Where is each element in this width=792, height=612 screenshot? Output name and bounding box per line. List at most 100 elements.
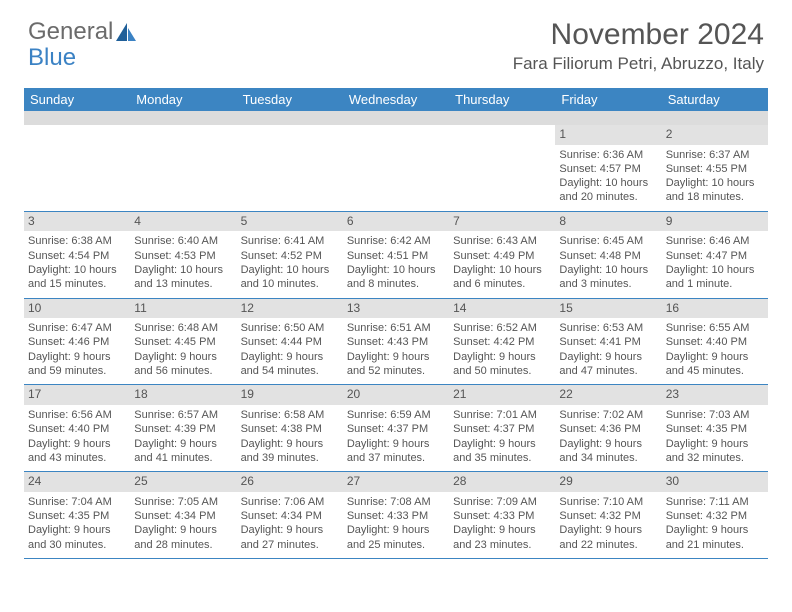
week-row: 10Sunrise: 6:47 AMSunset: 4:46 PMDayligh… — [24, 299, 768, 386]
calendar-cell — [130, 125, 236, 211]
sunrise-text: Sunrise: 6:59 AM — [347, 408, 445, 422]
calendar-cell: 2Sunrise: 6:37 AMSunset: 4:55 PMDaylight… — [662, 125, 768, 211]
day-number: 25 — [130, 472, 236, 492]
calendar: Sunday Monday Tuesday Wednesday Thursday… — [24, 88, 768, 559]
daylight-text: Daylight: 9 hours and 21 minutes. — [666, 523, 764, 552]
day-number: 26 — [237, 472, 343, 492]
calendar-cell: 6Sunrise: 6:42 AMSunset: 4:51 PMDaylight… — [343, 212, 449, 298]
calendar-cell: 13Sunrise: 6:51 AMSunset: 4:43 PMDayligh… — [343, 299, 449, 385]
day-number: 4 — [130, 212, 236, 232]
daylight-text: Daylight: 9 hours and 59 minutes. — [28, 350, 126, 379]
day-number: 6 — [343, 212, 449, 232]
day-number: 12 — [237, 299, 343, 319]
sunset-text: Sunset: 4:38 PM — [241, 422, 339, 436]
daylight-text: Daylight: 10 hours and 18 minutes. — [666, 176, 764, 205]
sunset-text: Sunset: 4:44 PM — [241, 335, 339, 349]
daylight-text: Daylight: 9 hours and 56 minutes. — [134, 350, 232, 379]
header: General November 2024 Fara Filiorum Petr… — [0, 0, 792, 80]
sunrise-text: Sunrise: 6:52 AM — [453, 321, 551, 335]
day-number: 27 — [343, 472, 449, 492]
sunrise-text: Sunrise: 7:05 AM — [134, 495, 232, 509]
day-number: 22 — [555, 385, 661, 405]
sunset-text: Sunset: 4:45 PM — [134, 335, 232, 349]
sunset-text: Sunset: 4:57 PM — [559, 162, 657, 176]
sunrise-text: Sunrise: 6:43 AM — [453, 234, 551, 248]
day-number: 3 — [24, 212, 130, 232]
day-number: 15 — [555, 299, 661, 319]
calendar-cell: 22Sunrise: 7:02 AMSunset: 4:36 PMDayligh… — [555, 385, 661, 471]
sunset-text: Sunset: 4:55 PM — [666, 162, 764, 176]
daylight-text: Daylight: 9 hours and 30 minutes. — [28, 523, 126, 552]
day-number: 13 — [343, 299, 449, 319]
daylight-text: Daylight: 9 hours and 22 minutes. — [559, 523, 657, 552]
sunrise-text: Sunrise: 6:41 AM — [241, 234, 339, 248]
sunset-text: Sunset: 4:52 PM — [241, 249, 339, 263]
day-header-row: Sunday Monday Tuesday Wednesday Thursday… — [24, 88, 768, 111]
daylight-text: Daylight: 10 hours and 10 minutes. — [241, 263, 339, 292]
sunset-text: Sunset: 4:43 PM — [347, 335, 445, 349]
day-number: 28 — [449, 472, 555, 492]
day-number: 16 — [662, 299, 768, 319]
sunset-text: Sunset: 4:32 PM — [666, 509, 764, 523]
daylight-text: Daylight: 9 hours and 37 minutes. — [347, 437, 445, 466]
sunrise-text: Sunrise: 7:04 AM — [28, 495, 126, 509]
day-number: 2 — [662, 125, 768, 145]
calendar-cell: 3Sunrise: 6:38 AMSunset: 4:54 PMDaylight… — [24, 212, 130, 298]
day-number: 10 — [24, 299, 130, 319]
daylight-text: Daylight: 10 hours and 15 minutes. — [28, 263, 126, 292]
sunset-text: Sunset: 4:35 PM — [666, 422, 764, 436]
sunset-text: Sunset: 4:39 PM — [134, 422, 232, 436]
calendar-cell: 15Sunrise: 6:53 AMSunset: 4:41 PMDayligh… — [555, 299, 661, 385]
day-header-friday: Friday — [555, 88, 661, 111]
day-number: 23 — [662, 385, 768, 405]
day-number: 30 — [662, 472, 768, 492]
sunset-text: Sunset: 4:35 PM — [28, 509, 126, 523]
week-row: 1Sunrise: 6:36 AMSunset: 4:57 PMDaylight… — [24, 125, 768, 212]
daylight-text: Daylight: 9 hours and 43 minutes. — [28, 437, 126, 466]
sunset-text: Sunset: 4:51 PM — [347, 249, 445, 263]
daylight-text: Daylight: 9 hours and 25 minutes. — [347, 523, 445, 552]
sunset-text: Sunset: 4:33 PM — [347, 509, 445, 523]
day-number: 14 — [449, 299, 555, 319]
sunset-text: Sunset: 4:34 PM — [241, 509, 339, 523]
sunset-text: Sunset: 4:47 PM — [666, 249, 764, 263]
sunset-text: Sunset: 4:33 PM — [453, 509, 551, 523]
daylight-text: Daylight: 9 hours and 23 minutes. — [453, 523, 551, 552]
calendar-cell — [449, 125, 555, 211]
sunset-text: Sunset: 4:40 PM — [666, 335, 764, 349]
week-row: 3Sunrise: 6:38 AMSunset: 4:54 PMDaylight… — [24, 212, 768, 299]
calendar-cell — [24, 125, 130, 211]
sunrise-text: Sunrise: 6:51 AM — [347, 321, 445, 335]
logo-text-1: General — [28, 18, 113, 46]
day-number: 9 — [662, 212, 768, 232]
gray-band — [24, 111, 768, 125]
logo-sail-icon — [115, 22, 137, 42]
calendar-cell: 14Sunrise: 6:52 AMSunset: 4:42 PMDayligh… — [449, 299, 555, 385]
calendar-cell: 7Sunrise: 6:43 AMSunset: 4:49 PMDaylight… — [449, 212, 555, 298]
sunrise-text: Sunrise: 6:58 AM — [241, 408, 339, 422]
sunset-text: Sunset: 4:49 PM — [453, 249, 551, 263]
location: Fara Filiorum Petri, Abruzzo, Italy — [513, 54, 764, 74]
sunset-text: Sunset: 4:48 PM — [559, 249, 657, 263]
daylight-text: Daylight: 9 hours and 47 minutes. — [559, 350, 657, 379]
sunset-text: Sunset: 4:40 PM — [28, 422, 126, 436]
calendar-cell: 12Sunrise: 6:50 AMSunset: 4:44 PMDayligh… — [237, 299, 343, 385]
daylight-text: Daylight: 10 hours and 8 minutes. — [347, 263, 445, 292]
sunset-text: Sunset: 4:34 PM — [134, 509, 232, 523]
week-row: 24Sunrise: 7:04 AMSunset: 4:35 PMDayligh… — [24, 472, 768, 559]
sunset-text: Sunset: 4:46 PM — [28, 335, 126, 349]
weeks-container: 1Sunrise: 6:36 AMSunset: 4:57 PMDaylight… — [24, 125, 768, 559]
daylight-text: Daylight: 9 hours and 34 minutes. — [559, 437, 657, 466]
day-number: 18 — [130, 385, 236, 405]
calendar-cell — [237, 125, 343, 211]
calendar-cell — [343, 125, 449, 211]
daylight-text: Daylight: 9 hours and 45 minutes. — [666, 350, 764, 379]
calendar-cell: 20Sunrise: 6:59 AMSunset: 4:37 PMDayligh… — [343, 385, 449, 471]
calendar-cell: 30Sunrise: 7:11 AMSunset: 4:32 PMDayligh… — [662, 472, 768, 558]
day-number: 5 — [237, 212, 343, 232]
sunset-text: Sunset: 4:37 PM — [453, 422, 551, 436]
daylight-text: Daylight: 9 hours and 27 minutes. — [241, 523, 339, 552]
daylight-text: Daylight: 9 hours and 28 minutes. — [134, 523, 232, 552]
day-number: 29 — [555, 472, 661, 492]
daylight-text: Daylight: 9 hours and 39 minutes. — [241, 437, 339, 466]
